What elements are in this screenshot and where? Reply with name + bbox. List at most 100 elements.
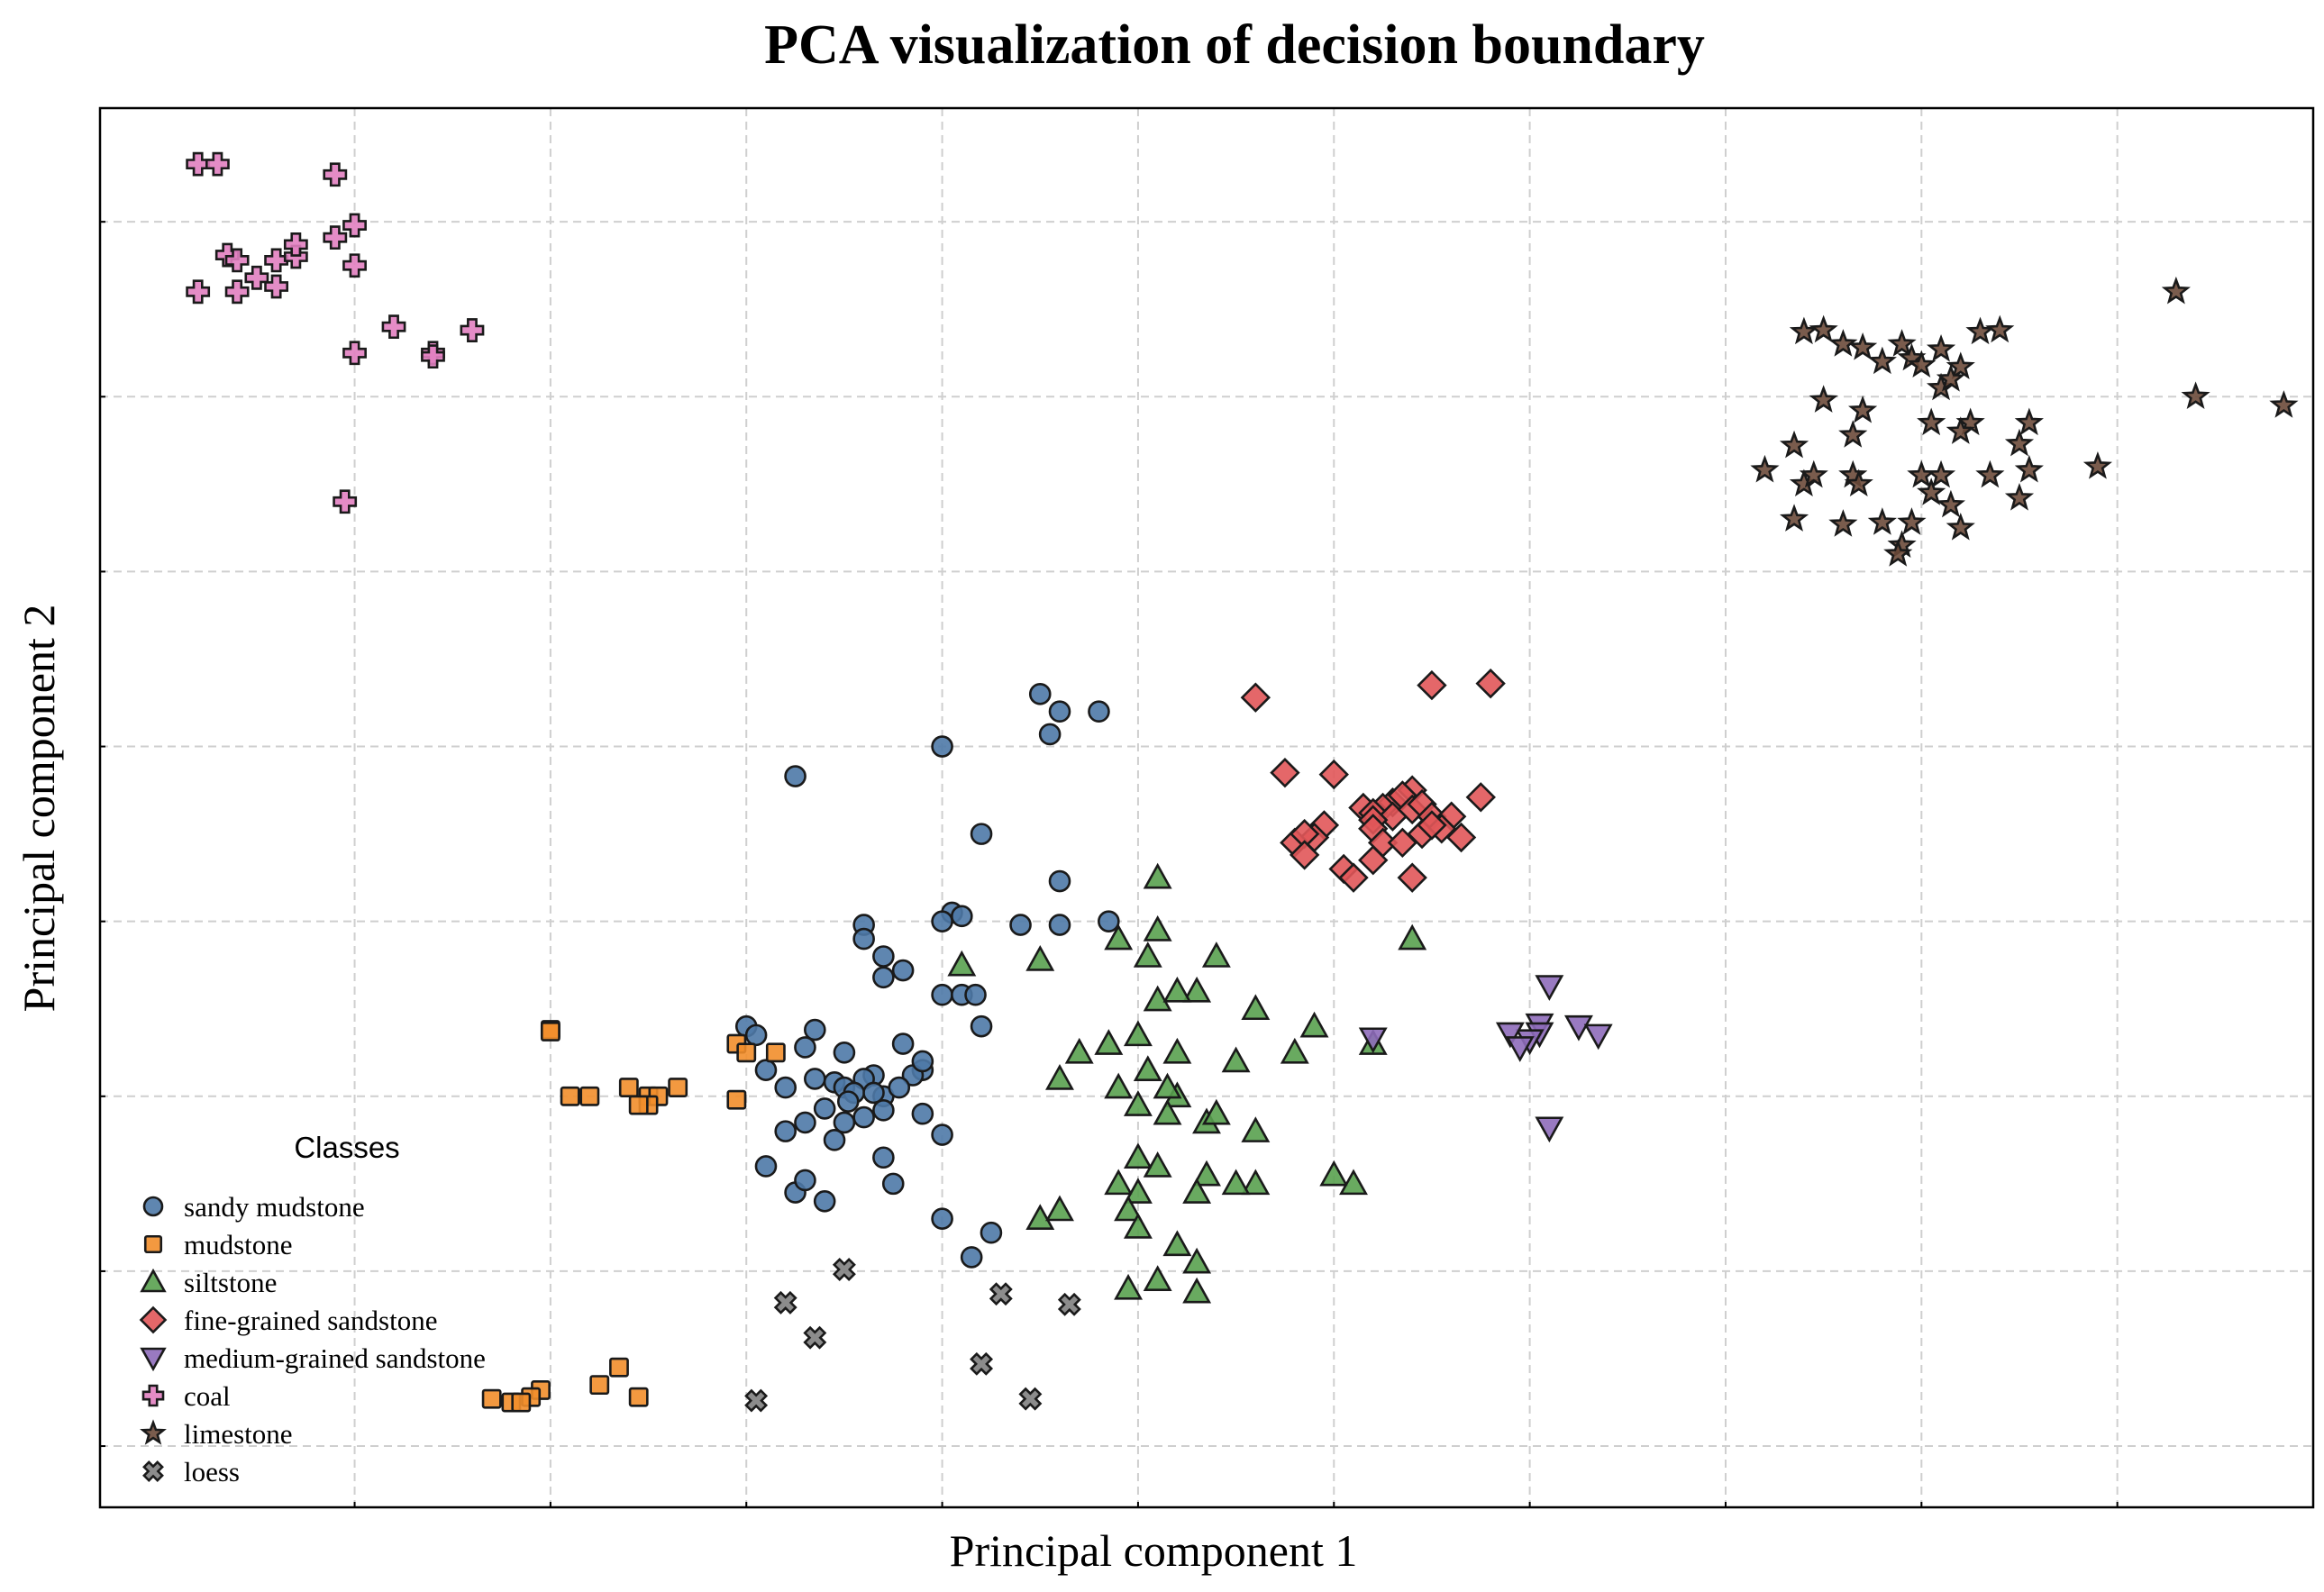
limestone-point (1897, 507, 1927, 535)
coal-point (186, 151, 211, 177)
mudstone-point (589, 1375, 610, 1396)
coal-point (460, 318, 485, 342)
limestone-point (1946, 416, 1975, 444)
siltstone-point (1133, 1055, 1162, 1081)
sandy-mudstone-point (931, 983, 953, 1006)
fine-grained-sandstone-point (1358, 845, 1389, 876)
siltstone-point (1241, 1116, 1271, 1142)
legend-label: siltstone (184, 1267, 277, 1298)
siltstone-point (1133, 942, 1162, 968)
loess-point (832, 1258, 856, 1281)
sandy-mudstone-point (931, 1207, 953, 1230)
siltstone-point (1123, 1212, 1153, 1239)
loess-point (744, 1388, 769, 1413)
limestone-point (1907, 459, 1937, 488)
limestone-point (1907, 350, 1937, 378)
sandy-mudstone-point (872, 1146, 895, 1169)
sandy-mudstone-point (1048, 914, 1071, 936)
sandy-mudstone-point (774, 1076, 797, 1099)
legend-marker-limestone (140, 1419, 167, 1445)
coal-point (323, 225, 348, 250)
sandy-mudstone-point (911, 1102, 934, 1125)
legend-marker-siltstone (140, 1268, 167, 1293)
siltstone-point (1280, 1037, 1309, 1064)
sandy-mudstone-point (911, 1050, 934, 1073)
fine-grained-sandstone-point (1417, 810, 1447, 841)
siltstone-point (1104, 923, 1134, 951)
sandy-mudstone-point (836, 1090, 860, 1113)
limestone-point (1848, 395, 1878, 423)
siltstone-point (1143, 985, 1172, 1012)
sandy-mudstone-point (980, 1221, 1003, 1244)
loess-point (1018, 1387, 1043, 1411)
limestone-point (1848, 332, 1878, 360)
coal-point (323, 162, 348, 187)
chart-title: PCA visualization of decision boundary (764, 14, 1705, 76)
sandy-mudstone-point (852, 927, 875, 951)
coal-point (342, 213, 367, 238)
x-axis-label: Principal component 1 (950, 1525, 1358, 1576)
sandy-mudstone-point (833, 1111, 856, 1134)
sandy-mudstone-point (804, 1068, 826, 1090)
data-points (186, 151, 2299, 1413)
series-loess (744, 1258, 1081, 1413)
coal-point (342, 341, 367, 366)
medium-grained-sandstone-point (1535, 1116, 1564, 1143)
limestone-point (1946, 512, 1975, 541)
sandy-mudstone-point (813, 1097, 836, 1120)
sandy-mudstone-point (1048, 700, 1071, 723)
limestone-point (2269, 390, 2299, 418)
sandy-mudstone-point (1028, 683, 1052, 705)
limestone-point (1946, 351, 1975, 379)
legend-title: Classes (294, 1131, 399, 1164)
coal-point (186, 279, 211, 305)
sandy-mudstone-point (852, 1105, 875, 1129)
legend-marker-medium-grained-sandstone (140, 1347, 167, 1372)
medium-grained-sandstone-point (1358, 1027, 1388, 1054)
mudstone-point (511, 1392, 532, 1413)
siltstone-point (1182, 1247, 1212, 1274)
siltstone-point (1114, 1273, 1144, 1300)
limestone-point (1779, 430, 1809, 459)
fine-grained-sandstone-point (1289, 840, 1320, 870)
coal-point (381, 314, 406, 340)
sandy-mudstone-point (1048, 869, 1071, 893)
sandy-mudstone-point (951, 905, 973, 928)
sandy-mudstone-point (794, 1169, 816, 1192)
sandy-mudstone-point (970, 823, 993, 845)
medium-grained-sandstone-point (1535, 975, 1564, 1001)
legend-label: sandy mudstone (184, 1191, 365, 1223)
sandy-mudstone-point (833, 1041, 856, 1064)
sandy-mudstone-point (891, 1033, 915, 1055)
loess-point (989, 1282, 1013, 1306)
series-siltstone (947, 862, 1427, 1304)
siltstone-point (1104, 1169, 1134, 1196)
loess-point (803, 1325, 827, 1350)
legend-item-medium-grained-sandstone: medium-grained sandstone (140, 1342, 486, 1374)
loess-point (970, 1351, 994, 1376)
legend-item-coal: coal (141, 1380, 231, 1412)
legend-marker-sandy-mudstone (142, 1196, 164, 1217)
series-coal (186, 151, 485, 514)
mudstone-point (481, 1388, 502, 1409)
limestone-point (2161, 276, 2191, 305)
sandy-mudstone-point (931, 910, 953, 932)
sandy-mudstone-point (872, 1099, 895, 1122)
limestone-point (1779, 504, 1809, 532)
sandy-mudstone-point (881, 1172, 905, 1196)
mudstone-point (579, 1086, 600, 1106)
mudstone-point (618, 1078, 639, 1098)
legend-label: mudstone (184, 1229, 293, 1260)
siltstone-point (1319, 1160, 1349, 1187)
limestone-point (2004, 428, 2035, 457)
legend-item-limestone: limestone (140, 1418, 293, 1450)
mudstone-point (560, 1086, 580, 1106)
fine-grained-sandstone-point (1475, 668, 1506, 699)
sandy-mudstone-point (794, 1111, 816, 1134)
coal-point (264, 274, 289, 299)
siltstone-point (1123, 1142, 1153, 1169)
limestone-point (1844, 469, 1873, 497)
sandy-mudstone-point (774, 1120, 797, 1142)
series-limestone (1750, 276, 2299, 567)
medium-grained-sandstone-point (1563, 1014, 1593, 1042)
